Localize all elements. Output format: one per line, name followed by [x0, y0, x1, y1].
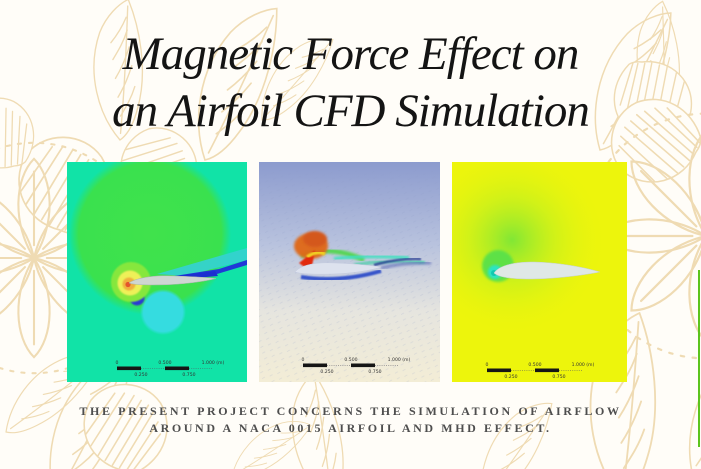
ruler-label-q1: 0.250	[504, 374, 517, 380]
cfd-image-velocity-vectors: 0 0.500 1.000 (m) 0.250 0.750	[259, 162, 440, 382]
ruler-label-q3: 0.750	[182, 372, 195, 378]
caption-text: THE PRESENT PROJECT CONCERNS THE SIMULAT…	[0, 403, 701, 436]
ruler-label-zero: 0	[486, 362, 489, 368]
page-title: Magnetic Force Effect on an Airfoil CFD …	[0, 26, 701, 140]
cfd-image-mhd-contour: 0 0.500 1.000 (m) 0.250 0.750	[452, 162, 627, 382]
caption-line-1: THE PRESENT PROJECT CONCERNS THE SIMULAT…	[79, 404, 622, 418]
title-line-1: Magnetic Force Effect on	[122, 28, 580, 80]
ruler-label-zero: 0	[302, 357, 305, 363]
ruler-label-end: 1.000 (m)	[388, 357, 411, 363]
ruler-label-q3: 0.750	[552, 374, 565, 380]
velocity-vector-plot: 0 0.500 1.000 (m) 0.250 0.750	[259, 162, 440, 382]
ruler-label-mid: 0.500	[528, 362, 541, 368]
title-line-2: an Airfoil CFD Simulation	[112, 85, 590, 137]
ruler-label-end: 1.000 (m)	[202, 360, 225, 366]
caption-line-2: AROUND A NACA 0015 AIRFOIL AND MHD EFFEC…	[149, 420, 552, 435]
ruler-label-q1: 0.250	[134, 372, 147, 378]
mhd-contour-plot: 0 0.500 1.000 (m) 0.250 0.750	[452, 162, 627, 382]
ruler-label-mid: 0.500	[344, 357, 357, 363]
ruler-label-mid: 0.500	[158, 360, 171, 366]
green-edge-line	[698, 270, 700, 447]
ruler-label-q3: 0.750	[368, 369, 381, 375]
ruler-label-zero: 0	[116, 360, 119, 366]
airfoil-shape	[294, 262, 382, 275]
ruler-label-q1: 0.250	[320, 369, 333, 375]
pressure-contour-plot: 0 0.500 1.000 (m) 0.250 0.750	[67, 162, 247, 382]
ruler-label-end: 1.000 (m)	[572, 362, 595, 368]
cfd-image-pressure-contour: 0 0.500 1.000 (m) 0.250 0.750	[67, 162, 247, 382]
airfoil-shape	[128, 275, 217, 286]
